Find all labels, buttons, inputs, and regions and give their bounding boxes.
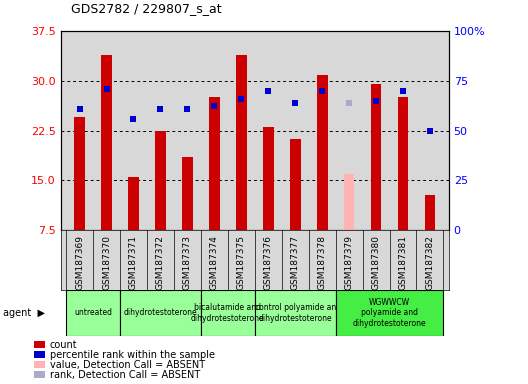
Bar bbox=[371, 84, 381, 230]
Text: GSM187372: GSM187372 bbox=[156, 235, 165, 290]
Bar bbox=[34, 371, 45, 378]
Bar bbox=[101, 55, 112, 230]
Text: untreated: untreated bbox=[74, 308, 112, 318]
Text: GDS2782 / 229807_s_at: GDS2782 / 229807_s_at bbox=[71, 2, 222, 15]
Text: GSM187376: GSM187376 bbox=[263, 235, 273, 290]
Bar bbox=[236, 55, 247, 230]
Bar bbox=[344, 174, 354, 230]
Text: count: count bbox=[50, 340, 78, 350]
Text: GSM187378: GSM187378 bbox=[318, 235, 327, 290]
Bar bbox=[34, 361, 45, 368]
Text: GSM187379: GSM187379 bbox=[345, 235, 354, 290]
Bar bbox=[263, 127, 274, 230]
Bar bbox=[74, 117, 85, 230]
Text: GSM187381: GSM187381 bbox=[399, 235, 408, 290]
Text: GSM187375: GSM187375 bbox=[237, 235, 246, 290]
Bar bbox=[290, 139, 300, 230]
Bar bbox=[66, 290, 120, 336]
Bar bbox=[398, 97, 408, 230]
Text: GSM187377: GSM187377 bbox=[291, 235, 300, 290]
Bar bbox=[201, 290, 255, 336]
Bar bbox=[254, 290, 336, 336]
Text: agent  ▶: agent ▶ bbox=[3, 308, 45, 318]
Bar bbox=[120, 290, 201, 336]
Text: GSM187369: GSM187369 bbox=[75, 235, 84, 290]
Text: rank, Detection Call = ABSENT: rank, Detection Call = ABSENT bbox=[50, 370, 200, 380]
Bar bbox=[336, 290, 444, 336]
Bar bbox=[128, 177, 139, 230]
Text: control polyamide an
dihydrotestoterone: control polyamide an dihydrotestoterone bbox=[254, 303, 336, 323]
Text: GSM187380: GSM187380 bbox=[372, 235, 381, 290]
Text: WGWWCW
polyamide and
dihydrotestoterone: WGWWCW polyamide and dihydrotestoterone bbox=[353, 298, 426, 328]
Bar bbox=[155, 131, 166, 230]
Bar bbox=[34, 341, 45, 348]
Bar bbox=[34, 351, 45, 358]
Text: GSM187374: GSM187374 bbox=[210, 235, 219, 290]
Text: GSM187371: GSM187371 bbox=[129, 235, 138, 290]
Text: GSM187373: GSM187373 bbox=[183, 235, 192, 290]
Text: dihydrotestoterone: dihydrotestoterone bbox=[124, 308, 197, 318]
Bar bbox=[182, 157, 193, 230]
Text: GSM187382: GSM187382 bbox=[426, 235, 435, 290]
Bar bbox=[209, 97, 220, 230]
Text: bicalutamide and
dihydrotestoterone: bicalutamide and dihydrotestoterone bbox=[191, 303, 265, 323]
Text: percentile rank within the sample: percentile rank within the sample bbox=[50, 350, 215, 360]
Bar bbox=[317, 75, 327, 230]
Text: value, Detection Call = ABSENT: value, Detection Call = ABSENT bbox=[50, 360, 205, 370]
Bar bbox=[425, 195, 435, 230]
Text: GSM187370: GSM187370 bbox=[102, 235, 111, 290]
